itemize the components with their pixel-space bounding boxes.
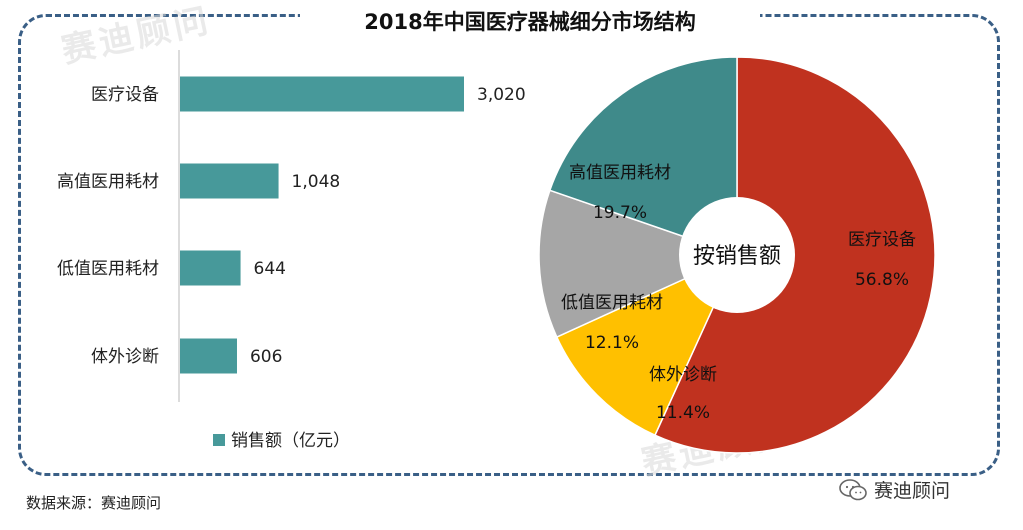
pie-slice-percent: 56.8% xyxy=(855,270,909,290)
brand-badge: 赛迪顾问 xyxy=(838,476,950,503)
bar-category-label: 高值医用耗材 xyxy=(57,172,159,192)
chart-title: 2018年中国医疗器械细分市场结构 xyxy=(300,4,760,40)
bar-category-label: 体外诊断 xyxy=(91,347,159,367)
legend-swatch xyxy=(213,434,225,446)
donut-center-label: 按销售额 xyxy=(693,244,781,269)
bar-value-label: 606 xyxy=(250,347,282,367)
legend-label: 销售额（亿元） xyxy=(231,431,350,451)
pie-slice-name: 体外诊断 xyxy=(649,365,717,385)
pie-slice-percent: 19.7% xyxy=(593,203,647,223)
donut-hole xyxy=(679,197,795,313)
pie-slice-percent: 11.4% xyxy=(656,403,710,423)
pie-slice xyxy=(538,189,740,339)
bar-value-label: 3,020 xyxy=(477,85,526,105)
bar-category-label: 低值医用耗材 xyxy=(57,259,159,279)
brand-name: 赛迪顾问 xyxy=(874,480,951,502)
bar-category-label: 医疗设备 xyxy=(91,85,159,105)
pie-slice xyxy=(555,253,739,437)
bar xyxy=(180,250,241,286)
pie-slice-name: 低值医用耗材 xyxy=(561,293,663,313)
bar xyxy=(180,163,279,199)
bar-value-label: 644 xyxy=(254,259,286,279)
bar xyxy=(180,76,464,112)
pie-slice xyxy=(548,56,738,257)
data-source: 数据来源：赛迪顾问 xyxy=(26,494,162,512)
pie-slice-percent: 12.1% xyxy=(585,333,639,353)
bar-value-label: 1,048 xyxy=(292,172,341,192)
pie-slice-name: 高值医用耗材 xyxy=(569,163,671,183)
pie-slice-name: 医疗设备 xyxy=(848,230,916,250)
bar xyxy=(180,338,237,374)
wechat-icon xyxy=(839,478,867,500)
